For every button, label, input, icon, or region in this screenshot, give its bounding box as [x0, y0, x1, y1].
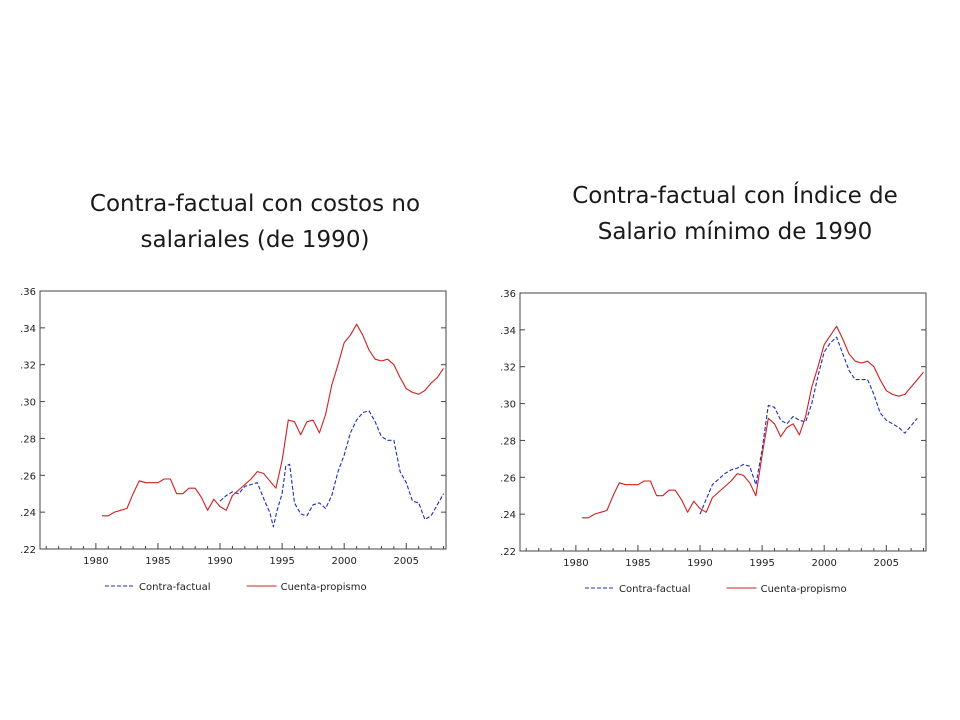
legend-label: Contra-factual — [619, 584, 691, 595]
plot-frame — [519, 292, 927, 552]
x-tick-label: 1985 — [625, 558, 650, 569]
x-tick-label: 1990 — [207, 556, 232, 567]
chart-contrafactual-costos: .22 .24 .26 .28 .30 .32 .34 .36 1980 1985 1990 1995… — [20, 287, 447, 593]
series-line-cuenta-propismo — [582, 325, 924, 519]
x-tick-label: 1980 — [563, 558, 588, 569]
y-tick-label: .24 — [500, 510, 516, 521]
series-line-contra-factual — [219, 410, 444, 528]
y-tick-label: .36 — [20, 287, 36, 298]
y-tick-label: .26 — [20, 471, 36, 482]
y-tick-label: .28 — [500, 436, 516, 447]
series-line-cuenta-propismo — [102, 323, 444, 517]
caption-line: Salario mínimo de 1990 — [597, 219, 873, 245]
caption-line: salariales (de 1990) — [140, 227, 370, 253]
y-tick-label: .24 — [20, 508, 36, 519]
x-tick-label: 1990 — [687, 558, 712, 569]
x-tick-label: 2005 — [394, 556, 419, 567]
y-tick-label: .32 — [20, 361, 36, 372]
x-tick-label: 1980 — [83, 556, 108, 567]
legend-label: Cuenta-propismo — [761, 584, 847, 595]
plot-frame — [39, 290, 447, 550]
legend-label: Contra-factual — [139, 582, 211, 593]
y-tick-label: .34 — [20, 324, 36, 335]
x-tick-label: 2000 — [331, 556, 356, 567]
y-tick-label: .34 — [500, 326, 516, 337]
x-tick-label: 2000 — [811, 558, 836, 569]
y-tick-label: .22 — [20, 545, 36, 556]
x-tick-label: 1985 — [145, 556, 170, 567]
x-tick-label: 1995 — [749, 558, 774, 569]
series-line-contra-factual — [699, 336, 918, 515]
x-tick-label: 2005 — [874, 558, 899, 569]
legend-label: Cuenta-propismo — [281, 582, 367, 593]
x-tick-label: 1995 — [269, 556, 294, 567]
y-tick-label: .30 — [20, 398, 36, 409]
chart-caption-left: Contra-factual con costos no salariales … — [60, 186, 450, 258]
y-tick-label: .28 — [20, 434, 36, 445]
y-tick-label: .26 — [500, 473, 516, 484]
caption-line: Contra-factual con Índice de — [572, 183, 898, 209]
caption-line: Contra-factual con costos no — [89, 191, 421, 217]
chart-contrafactual-salario: .22 .24 .26 .28 .30 .32 .34 .36 1980 1985 1990 1995… — [500, 289, 927, 595]
chart-caption-right: Contra-factual con Índice de Salario mín… — [540, 178, 930, 250]
y-tick-label: .32 — [500, 363, 516, 374]
y-tick-label: .22 — [500, 547, 516, 558]
y-tick-label: .30 — [500, 400, 516, 411]
y-tick-label: .36 — [500, 289, 516, 300]
